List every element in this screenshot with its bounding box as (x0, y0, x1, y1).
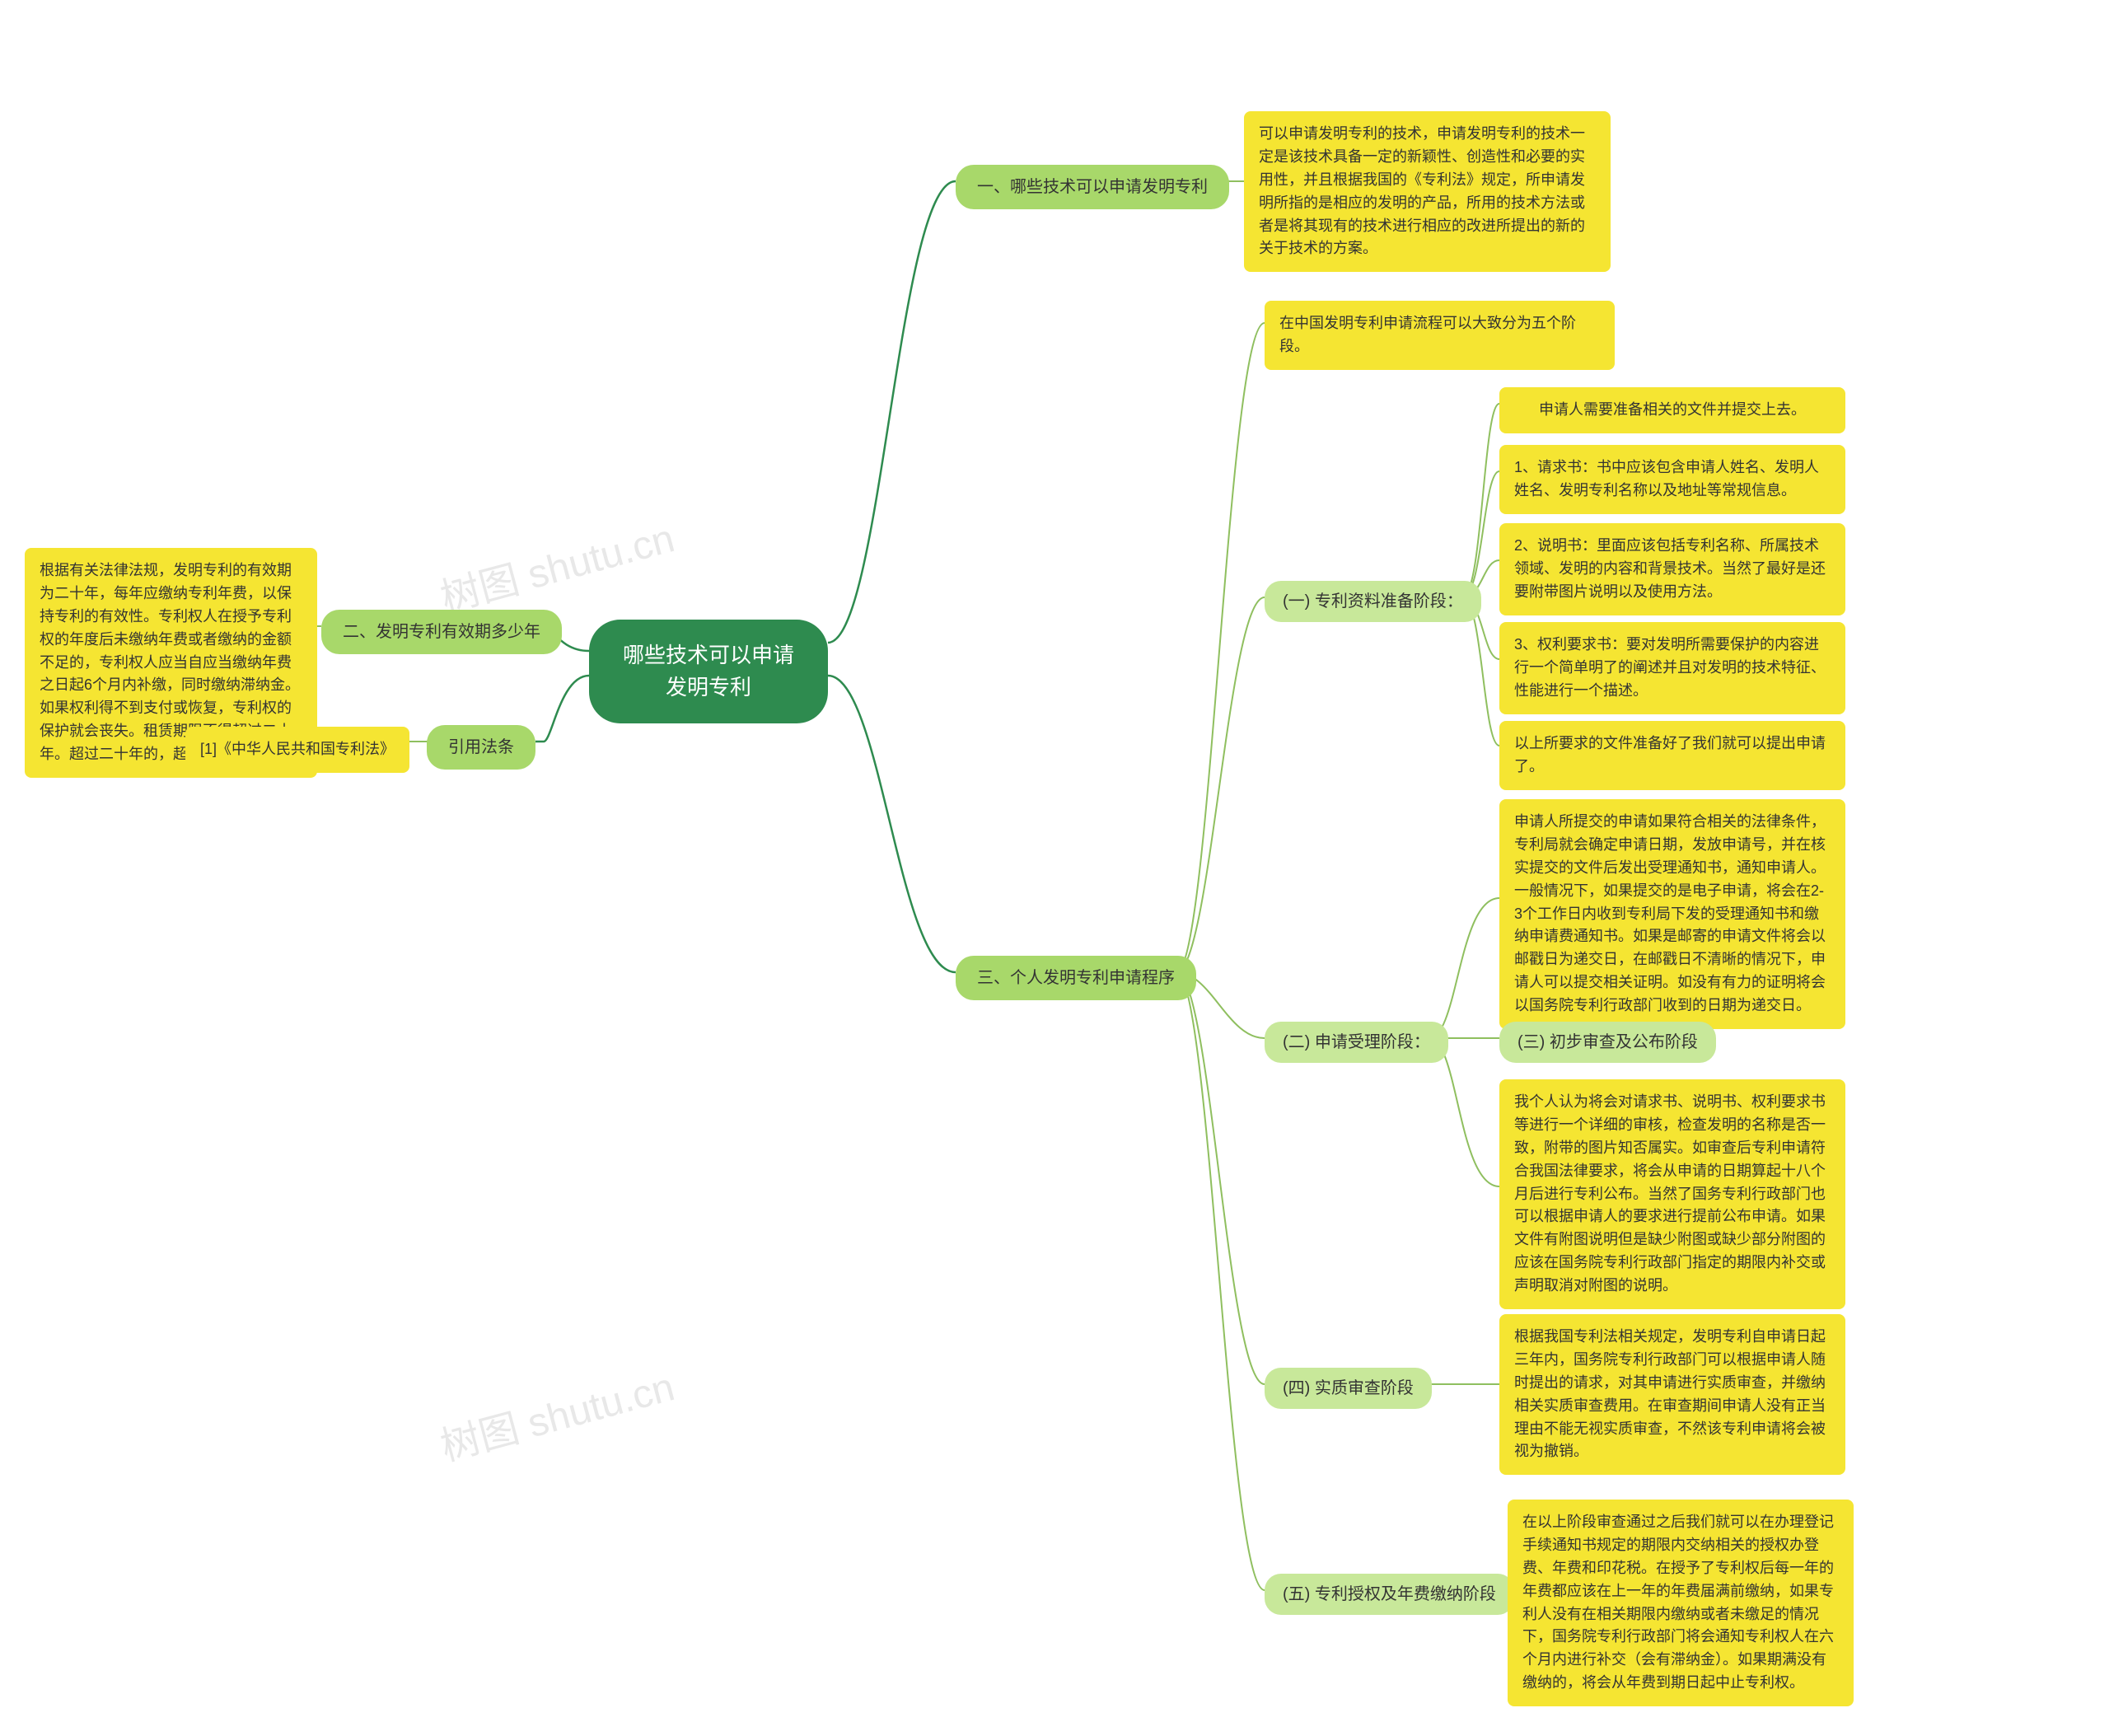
leaf-text: 可以申请发明专利的技术，申请发明专利的技术一定是该技术具备一定的新颖性、创造性和… (1259, 123, 1596, 260)
stage-5-leaf: 在以上阶段审查通过之后我们就可以在办理登记手续通知书规定的期限内交纳相关的授权办… (1508, 1500, 1854, 1706)
stage-1-item: 3、权利要求书：要对发明所需要保护的内容进行一个简单明了的阐述并且对发明的技术特… (1499, 622, 1845, 714)
leaf-text: 申请人所提交的申请如果符合相关的法律条件，专利局就会确定申请日期，发放申请号，并… (1514, 811, 1831, 1018)
leaf-text: [1]《中华人民共和国专利法》 (200, 738, 395, 761)
watermark: 树图 shutu.cn (433, 1355, 680, 1472)
stage-1-item: 申请人需要准备相关的文件并提交上去。 (1499, 387, 1845, 433)
stage-4-leaf: 根据我国专利法相关规定，发明专利自申请日起三年内，国务院专利行政部门可以根据申请… (1499, 1314, 1845, 1475)
leaf-law: [1]《中华人民共和国专利法》 (185, 727, 409, 773)
leaf-text: 我个人认为将会对请求书、说明书、权利要求书等进行一个详细的审核，检查发明的名称是… (1514, 1091, 1831, 1298)
stage-1-item: 1、请求书：书中应该包含申请人姓名、发明人姓名、发明专利名称以及地址等常规信息。 (1499, 445, 1845, 514)
branch-label: 三、个人发明专利申请程序 (977, 966, 1175, 990)
branch-label: 引用法条 (448, 735, 514, 760)
stage-2-item: 我个人认为将会对请求书、说明书、权利要求书等进行一个详细的审核，检查发明的名称是… (1499, 1079, 1845, 1309)
branch-label: 二、发明专利有效期多少年 (343, 620, 540, 644)
leaf-intro: 在中国发明专利申请流程可以大致分为五个阶段。 (1265, 301, 1615, 370)
leaf-text: 1、请求书：书中应该包含申请人姓名、发明人姓名、发明专利名称以及地址等常规信息。 (1514, 456, 1831, 503)
watermark: 树图 shutu.cn (433, 506, 680, 624)
leaf-text: 以上所要求的文件准备好了我们就可以提出申请了。 (1514, 732, 1831, 779)
branch-l-validity[interactable]: 二、发明专利有效期多少年 (321, 610, 562, 654)
stage-2-item: 申请人所提交的申请如果符合相关的法律条件，专利局就会确定申请日期，发放申请号，并… (1499, 799, 1845, 1029)
stage-1-item: 2、说明书：里面应该包括专利名称、所属技术领域、发明的内容和背景技术。当然了最好… (1499, 523, 1845, 615)
branch-l-law[interactable]: 引用法条 (427, 725, 535, 770)
stage-5[interactable]: (五) 专利授权及年费缴纳阶段 (1265, 1574, 1514, 1615)
leaf-text: 3、权利要求书：要对发明所需要保护的内容进行一个简单明了的阐述并且对发明的技术特… (1514, 634, 1831, 703)
center-topic-text: 哪些技术可以申请发明专利 (620, 639, 797, 704)
leaf-text: 根据我国专利法相关规定，发明专利自申请日起三年内，国务院专利行政部门可以根据申请… (1514, 1326, 1831, 1463)
stage-2-sub[interactable]: (三) 初步审查及公布阶段 (1499, 1022, 1716, 1063)
stage-2[interactable]: (二) 申请受理阶段： (1265, 1022, 1448, 1063)
stage-4[interactable]: (四) 实质审查阶段 (1265, 1368, 1432, 1409)
stage-label: (二) 申请受理阶段： (1283, 1030, 1430, 1055)
leaf-tech: 可以申请发明专利的技术，申请发明专利的技术一定是该技术具备一定的新颖性、创造性和… (1244, 111, 1611, 272)
branch-label: 一、哪些技术可以申请发明专利 (977, 175, 1208, 199)
stage-label: (四) 实质审查阶段 (1283, 1376, 1414, 1401)
leaf-text: 申请人需要准备相关的文件并提交上去。 (1539, 399, 1806, 422)
stage-1[interactable]: (一) 专利资料准备阶段： (1265, 581, 1481, 622)
center-topic[interactable]: 哪些技术可以申请发明专利 (589, 620, 828, 723)
leaf-text: 在中国发明专利申请流程可以大致分为五个阶段。 (1279, 312, 1600, 358)
leaf-text: 2、说明书：里面应该包括专利名称、所属技术领域、发明的内容和背景技术。当然了最好… (1514, 535, 1831, 604)
stage-1-item: 以上所要求的文件准备好了我们就可以提出申请了。 (1499, 721, 1845, 790)
leaf-text: (三) 初步审查及公布阶段 (1517, 1030, 1698, 1055)
branch-r-procedure[interactable]: 三、个人发明专利申请程序 (956, 956, 1196, 1000)
stage-label: (五) 专利授权及年费缴纳阶段 (1283, 1582, 1496, 1607)
branch-r-tech[interactable]: 一、哪些技术可以申请发明专利 (956, 165, 1229, 209)
stage-label: (一) 专利资料准备阶段： (1283, 589, 1463, 614)
leaf-text: 在以上阶段审查通过之后我们就可以在办理登记手续通知书规定的期限内交纳相关的授权办… (1522, 1511, 1839, 1695)
